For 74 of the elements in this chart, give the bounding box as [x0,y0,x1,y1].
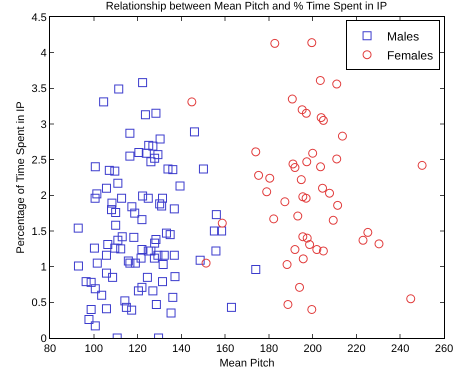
point [307,38,316,48]
x-tick-label: 220 [347,343,366,356]
y-tick-label: 1 [40,262,47,274]
point [318,116,328,125]
point [318,184,328,193]
legend-label: Males [387,29,420,44]
point [312,245,322,254]
x-tick-label: 120 [128,343,147,356]
point [251,147,260,156]
x-tick-label: 160 [216,343,234,356]
point [262,187,272,196]
point [302,234,312,243]
x-axis-title: Mean Pitch [219,357,275,370]
point [318,246,328,256]
point [218,218,227,228]
point [290,163,300,172]
point [295,282,304,292]
x-tick-label: 140 [172,343,191,356]
chart-title: Relationship between Mean Pitch and % Time Spent in IP [106,0,388,13]
point [307,304,316,314]
y-tick-label: 3 [40,118,47,131]
point [316,162,326,172]
point [296,175,306,184]
y-tick-label: 1.5 [32,226,47,238]
point [363,228,372,237]
point [288,159,298,168]
x-tick-label: 100 [84,343,103,356]
y-tick-label: 2.5 [32,154,47,167]
x-tick-label: 80 [44,343,56,356]
y-tick-label: 0.5 [32,297,47,310]
point [305,240,314,250]
point [293,212,302,221]
point [374,239,384,248]
point [298,232,308,242]
y-axis-title: Percentage of Time Spent in IP [15,101,28,254]
point [418,160,427,170]
point [288,94,297,104]
y-tick-label: 2 [40,190,47,202]
point [269,214,278,224]
point [302,108,311,118]
point [308,148,318,158]
x-tick-label: 200 [303,343,322,356]
y-tick-label: 4 [40,48,47,60]
y-tick-label: 0 [40,332,47,345]
point [283,300,292,309]
point [282,260,292,270]
point [316,76,325,85]
point [187,97,196,106]
point [338,132,347,141]
point [298,254,308,264]
y-tick-label: 4.5 [32,12,47,24]
point [406,294,416,304]
point [302,157,312,166]
point [328,216,338,225]
x-tick-label: 180 [260,343,278,356]
y-tick-label: 3.5 [32,83,47,96]
point [254,170,264,180]
point [270,38,280,48]
point [316,113,326,122]
point [202,258,211,268]
point [333,200,342,210]
point [265,174,274,183]
point [302,194,311,203]
point [298,192,308,202]
point [280,197,290,206]
point [358,236,368,245]
legend-label: Females [387,48,434,62]
point [332,80,342,89]
point [332,154,342,164]
point [298,105,307,114]
point [325,188,334,198]
x-tick-label: 260 [434,343,454,356]
x-tick-label: 240 [391,343,410,356]
point [290,245,300,254]
